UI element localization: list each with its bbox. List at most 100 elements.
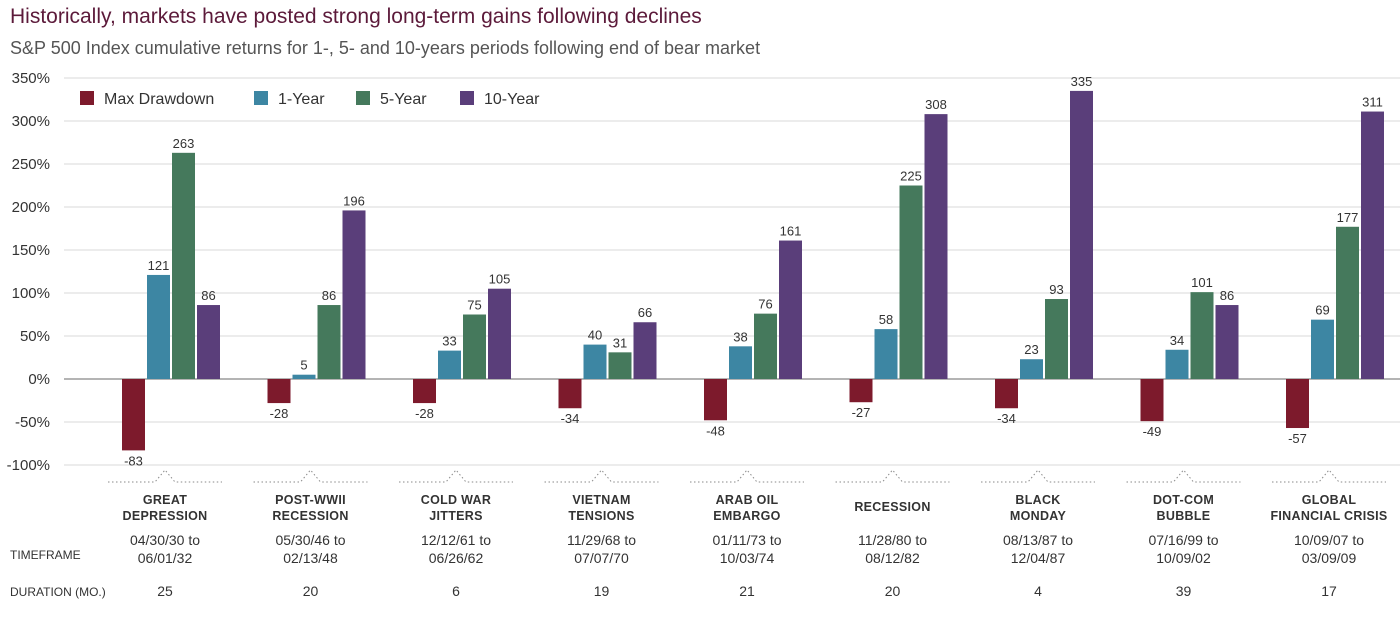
category-bracket <box>253 469 368 483</box>
category-label: GLOBAL <box>1302 493 1357 507</box>
bar-10-year <box>779 240 802 379</box>
bar-5-year <box>1190 292 1214 379</box>
data-label: 177 <box>1337 210 1359 225</box>
category-bracket <box>835 469 950 483</box>
bar-1-year <box>438 350 461 379</box>
timeframe-label: 07/07/70 <box>574 550 629 566</box>
bar-max-drawdown <box>704 379 727 421</box>
data-label: 69 <box>1315 303 1329 318</box>
category-label: EMBARGO <box>713 509 780 523</box>
data-label: 93 <box>1049 282 1063 297</box>
bar-max-drawdown <box>267 379 291 404</box>
data-label: 76 <box>758 297 772 312</box>
data-label: 86 <box>322 288 336 303</box>
y-tick-label: 0% <box>28 371 50 388</box>
data-label: -57 <box>1288 431 1307 446</box>
bar-1-year <box>583 344 607 379</box>
legend-swatch <box>254 91 268 105</box>
bar-10-year <box>342 210 366 379</box>
bar-1-year <box>1165 349 1189 379</box>
data-label: 121 <box>148 258 170 273</box>
legend-swatch <box>460 91 474 105</box>
bar-10-year <box>1215 305 1239 379</box>
data-label: 311 <box>1362 95 1383 110</box>
data-label: -27 <box>852 405 871 420</box>
category-bracket <box>1126 469 1241 483</box>
timeframe-label: 10/09/02 <box>1156 550 1211 566</box>
category-label: TENSIONS <box>568 509 634 523</box>
timeframe-label: 05/30/46 to <box>275 532 345 548</box>
bar-max-drawdown <box>558 379 582 409</box>
bar-10-year <box>1361 111 1384 379</box>
bar-10-year <box>197 305 220 379</box>
category-label: JITTERS <box>429 509 483 523</box>
bar-5-year <box>463 314 486 379</box>
y-tick-label: 100% <box>12 285 50 302</box>
timeframe-label: 03/09/09 <box>1302 550 1357 566</box>
bar-5-year <box>608 352 632 379</box>
category-label: RECESSION <box>272 509 348 523</box>
data-label: 38 <box>733 329 747 344</box>
data-label: -28 <box>270 406 289 421</box>
data-label: -48 <box>706 423 725 438</box>
y-tick-label: 200% <box>12 199 50 216</box>
data-label: -83 <box>124 453 143 468</box>
data-label: 101 <box>1191 275 1213 290</box>
category-bracket <box>981 469 1095 483</box>
bar-1-year <box>147 274 170 379</box>
data-label: 161 <box>780 224 802 239</box>
bar-5-year <box>1336 226 1359 379</box>
timeframe-label: 02/13/48 <box>283 550 338 566</box>
y-tick-label: 300% <box>12 113 50 130</box>
timeframe-label: 10/03/74 <box>720 550 775 566</box>
y-tick-label: -100% <box>7 457 50 474</box>
duration-value: 20 <box>303 583 319 599</box>
category-label: DOT-COM <box>1153 493 1214 507</box>
bar-1-year <box>292 374 316 379</box>
bar-max-drawdown <box>122 379 145 451</box>
timeframe-label: 08/12/82 <box>865 550 920 566</box>
timeframe-label: 04/30/30 to <box>130 532 200 548</box>
timeframe-label: 07/16/99 to <box>1148 532 1218 548</box>
bar-5-year <box>172 152 195 379</box>
data-label: 33 <box>442 334 456 349</box>
timeframe-row-label: TIMEFRAME <box>10 548 81 562</box>
bar-1-year <box>1311 319 1334 379</box>
bar-10-year <box>1070 90 1093 380</box>
legend-label: 1-Year <box>278 91 325 108</box>
data-label: 86 <box>1220 288 1234 303</box>
data-label: -34 <box>561 411 580 426</box>
timeframe-label: 12/12/61 to <box>421 532 491 548</box>
timeframe-label: 08/13/87 to <box>1003 532 1073 548</box>
data-label: -28 <box>415 406 434 421</box>
category-label: FINANCIAL CRISIS <box>1270 509 1387 523</box>
data-label: -49 <box>1143 424 1162 439</box>
duration-value: 19 <box>594 583 610 599</box>
bar-10-year <box>633 322 657 379</box>
timeframe-label: 11/29/68 to <box>567 532 636 548</box>
timeframe-label: 10/09/07 to <box>1294 532 1364 548</box>
legend-swatch <box>356 91 370 105</box>
bar-1-year <box>1020 359 1043 379</box>
duration-row-label: DURATION (MO.) <box>10 585 106 599</box>
category-bracket <box>399 469 513 483</box>
data-label: 263 <box>173 136 195 151</box>
chart-title: Historically, markets have posted strong… <box>10 5 702 28</box>
bar-5-year <box>899 185 923 379</box>
timeframe-label: 01/11/73 to <box>712 532 781 548</box>
data-label: -34 <box>997 411 1016 426</box>
timeframe-label: 12/04/87 <box>1011 550 1066 566</box>
bar-5-year <box>317 305 341 379</box>
bar-1-year <box>874 329 898 379</box>
duration-value: 25 <box>157 583 173 599</box>
chart-subtitle: S&P 500 Index cumulative returns for 1-,… <box>10 38 761 58</box>
category-label: GREAT <box>143 493 187 507</box>
duration-value: 20 <box>885 583 901 599</box>
category-label: VIETNAM <box>572 493 630 507</box>
bar-max-drawdown <box>1286 379 1309 429</box>
data-label: 58 <box>879 312 893 327</box>
category-label: RECESSION <box>854 500 930 514</box>
duration-value: 17 <box>1321 583 1337 599</box>
legend-label: Max Drawdown <box>104 91 214 108</box>
